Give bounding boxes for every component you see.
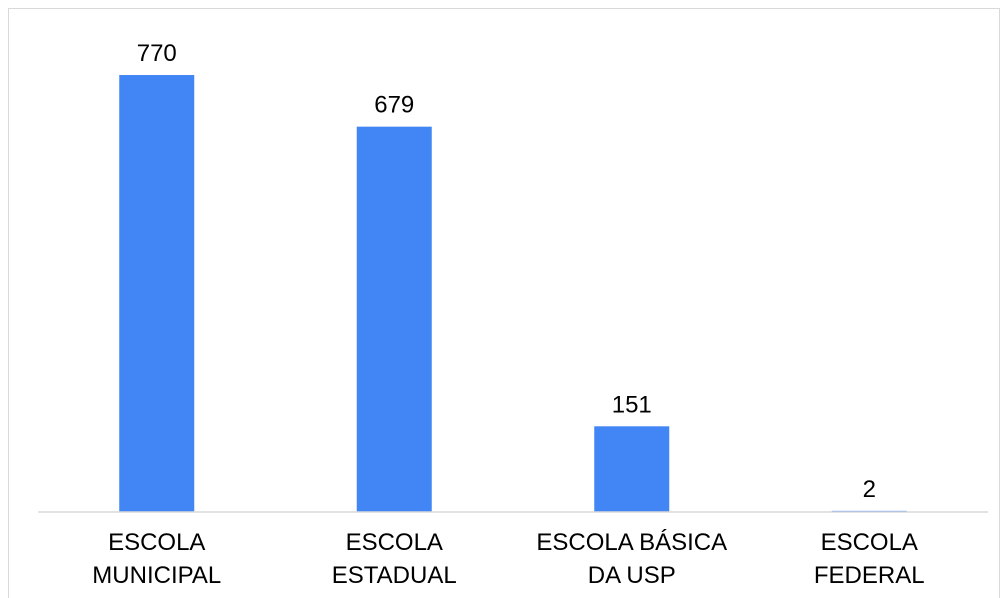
category-label-3-line-1: FEDERAL [814,562,925,589]
category-labels-group: ESCOLA MUNICIPAL ESCOLA ESTADUAL ESCOLA BÁSI… [92,529,924,589]
value-label-1: 679 [374,92,414,119]
bar-1 [356,126,432,512]
value-label-3: 2 [863,476,876,503]
category-label-1-line-0: ESCOLA [346,529,443,556]
value-label-0: 770 [137,40,177,67]
category-label-2-line-0: ESCOLA BÁSICA [536,529,727,556]
category-label-3-line-0: ESCOLA [821,529,918,556]
category-label-2-line-1: DA USP [588,562,676,589]
category-label-1-line-1: ESTADUAL [332,562,457,589]
value-label-2: 151 [612,391,652,418]
category-label-0-line-0: ESCOLA [108,529,205,556]
bars-group [119,75,907,513]
category-label-0-line-1: MUNICIPAL [92,562,221,589]
value-labels-group: 770 679 151 2 [137,40,876,503]
bar-0 [119,75,195,513]
bar-2 [594,426,670,512]
